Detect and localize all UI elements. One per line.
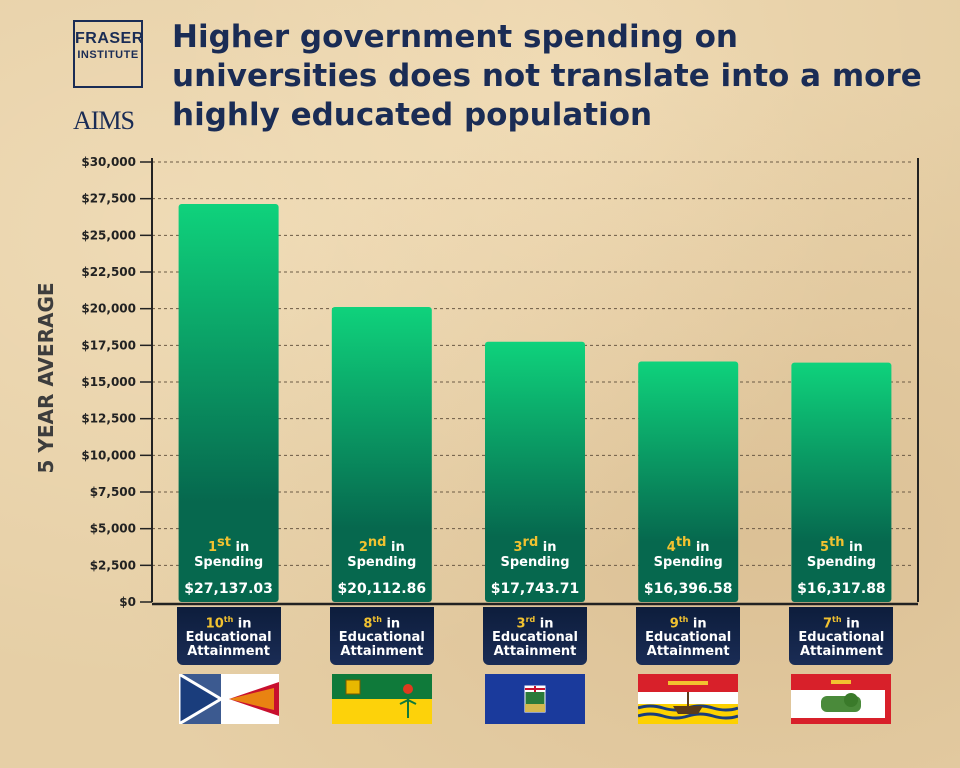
bar: [638, 361, 739, 602]
bar-value-label: $20,112.86: [338, 581, 427, 597]
bar: [485, 341, 585, 602]
spending-label: Spending: [807, 555, 876, 570]
y-tick-label: $30,000: [81, 155, 136, 169]
y-tick-label: $27,500: [81, 192, 136, 206]
y-tick-label: $15,000: [81, 375, 136, 389]
bar-value-label: $16,317.88: [797, 581, 886, 597]
new-brunswick-flag: [638, 674, 739, 724]
spending-label: Spending: [500, 555, 569, 570]
bar: [791, 362, 892, 602]
bar: [331, 307, 432, 602]
attainment-rank-box: 3rd in Educational Attainment: [483, 607, 587, 665]
chart-title: Higher government spending on universiti…: [172, 19, 922, 133]
bar: [178, 203, 279, 602]
spending-label: Spending: [654, 555, 723, 570]
y-tick-label: $2,500: [90, 558, 136, 572]
fraser-institute-logo: FRASER INSTITUTE: [73, 20, 143, 88]
attainment-rank-box: 10th in Educational Attainment: [176, 607, 281, 665]
attainment-rank-box: 8th in Educational Attainment: [329, 607, 434, 665]
spending-rank-label: 2nd in: [359, 535, 405, 555]
bar-value-label: $27,137.03: [184, 581, 273, 597]
spending-label: Spending: [347, 555, 416, 570]
saskatchewan-flag: [331, 674, 432, 724]
newfoundland-flag: [178, 674, 279, 724]
y-tick-label: $5,000: [90, 522, 136, 536]
y-tick-label: $25,000: [81, 228, 136, 242]
fraser-logo-line2: INSTITUTE: [77, 49, 139, 61]
aims-logo: AIMS: [73, 106, 135, 135]
spending-rank-label: 4th in: [667, 535, 710, 555]
spending-rank-label: 1st in: [208, 535, 249, 555]
attainment-rank-box: 9th in Educational Attainment: [636, 607, 741, 665]
y-tick-label: $20,000: [81, 302, 136, 316]
y-tick-label: $0: [119, 595, 136, 609]
alberta-flag: [485, 674, 585, 724]
y-tick-label: $12,500: [81, 412, 136, 426]
attainment-rank-box: 7th in Educational Attainment: [789, 607, 894, 665]
spending-rank-label: 5th in: [820, 535, 863, 555]
y-tick-label: $7,500: [90, 485, 136, 499]
bar-value-label: $17,743.71: [491, 581, 580, 597]
y-tick-label: $22,500: [81, 265, 136, 279]
fraser-logo-line1: FRASER: [75, 30, 144, 47]
spending-rank-label: 3rd in: [513, 535, 556, 555]
pei-flag: [791, 674, 892, 724]
spending-label: Spending: [194, 555, 263, 570]
bar-value-label: $16,396.58: [644, 581, 733, 597]
y-tick-label: $17,500: [81, 338, 136, 352]
y-tick-label: $10,000: [81, 448, 136, 462]
